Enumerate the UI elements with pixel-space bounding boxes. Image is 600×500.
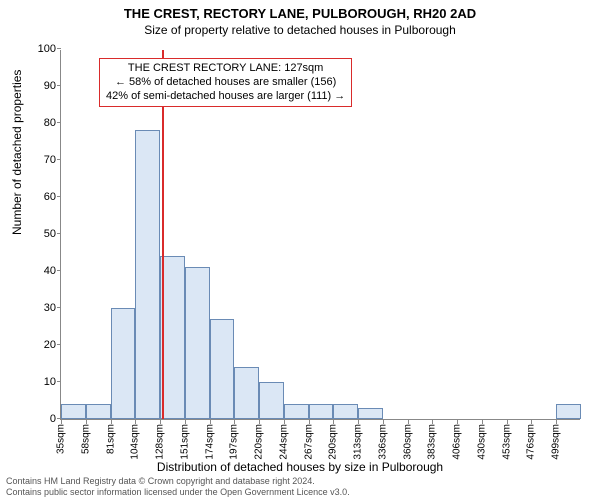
x-tick-label: 499sqm	[551, 424, 562, 460]
histogram-bar	[135, 130, 160, 419]
y-tick-label: 70	[26, 154, 56, 166]
histogram-bar	[111, 308, 136, 419]
histogram-bar	[284, 404, 309, 419]
x-tick-label: 197sqm	[229, 424, 240, 460]
x-tick-label: 244sqm	[278, 424, 289, 460]
x-tick-label: 453sqm	[501, 424, 512, 460]
x-tick-label: 35sqm	[56, 424, 67, 454]
y-axis-label: Number of detached properties	[10, 70, 24, 235]
y-tick-label: 10	[26, 376, 56, 388]
plot-area: 010203040506070809010035sqm58sqm81sqm104…	[60, 50, 580, 420]
x-tick-label: 383sqm	[427, 424, 438, 460]
y-tick-mark	[57, 196, 61, 197]
histogram-bar	[358, 408, 383, 419]
y-tick-label: 80	[26, 117, 56, 129]
x-tick-label: 360sqm	[402, 424, 413, 460]
chart-title: THE CREST, RECTORY LANE, PULBOROUGH, RH2…	[0, 0, 600, 21]
y-tick-label: 0	[26, 413, 56, 425]
y-tick-mark	[57, 344, 61, 345]
annotation-line: ← 58% of detached houses are smaller (15…	[106, 76, 345, 90]
y-tick-mark	[57, 381, 61, 382]
annotation-line: THE CREST RECTORY LANE: 127sqm	[106, 62, 345, 76]
histogram-bar	[556, 404, 581, 419]
x-tick-label: 58sqm	[80, 424, 91, 454]
footer-attribution: Contains HM Land Registry data © Crown c…	[6, 476, 350, 498]
y-tick-label: 50	[26, 228, 56, 240]
y-tick-mark	[57, 85, 61, 86]
footer-line: Contains public sector information licen…	[6, 487, 350, 498]
chart-subtitle: Size of property relative to detached ho…	[0, 21, 600, 37]
x-tick-label: 81sqm	[105, 424, 116, 454]
y-tick-label: 40	[26, 265, 56, 277]
y-tick-mark	[57, 122, 61, 123]
y-tick-mark	[57, 233, 61, 234]
x-tick-label: 220sqm	[254, 424, 265, 460]
chart-container: THE CREST, RECTORY LANE, PULBOROUGH, RH2…	[0, 0, 600, 500]
x-tick-label: 128sqm	[155, 424, 166, 460]
histogram-bar	[259, 382, 284, 419]
y-tick-label: 60	[26, 191, 56, 203]
histogram-bar	[61, 404, 86, 419]
annotation-line: 42% of semi-detached houses are larger (…	[106, 90, 345, 104]
x-tick-label: 430sqm	[476, 424, 487, 460]
histogram-bar	[309, 404, 334, 419]
plot: 010203040506070809010035sqm58sqm81sqm104…	[60, 50, 580, 420]
x-tick-label: 336sqm	[377, 424, 388, 460]
histogram-bar	[185, 267, 210, 419]
y-tick-mark	[57, 418, 61, 419]
x-tick-label: 290sqm	[328, 424, 339, 460]
y-tick-label: 30	[26, 302, 56, 314]
y-tick-label: 100	[26, 43, 56, 55]
x-tick-label: 476sqm	[526, 424, 537, 460]
y-tick-label: 20	[26, 339, 56, 351]
histogram-bar	[234, 367, 259, 419]
histogram-bar	[210, 319, 235, 419]
x-tick-label: 104sqm	[130, 424, 141, 460]
x-tick-label: 267sqm	[303, 424, 314, 460]
x-axis-label: Distribution of detached houses by size …	[0, 460, 600, 474]
histogram-bar	[333, 404, 358, 419]
histogram-bar	[86, 404, 111, 419]
x-tick-label: 313sqm	[353, 424, 364, 460]
y-tick-mark	[57, 270, 61, 271]
y-tick-mark	[57, 48, 61, 49]
x-tick-label: 406sqm	[452, 424, 463, 460]
x-tick-label: 174sqm	[204, 424, 215, 460]
y-tick-mark	[57, 307, 61, 308]
y-tick-label: 90	[26, 80, 56, 92]
footer-line: Contains HM Land Registry data © Crown c…	[6, 476, 350, 487]
x-tick-label: 151sqm	[179, 424, 190, 460]
y-tick-mark	[57, 159, 61, 160]
annotation-box: THE CREST RECTORY LANE: 127sqm← 58% of d…	[99, 58, 352, 107]
